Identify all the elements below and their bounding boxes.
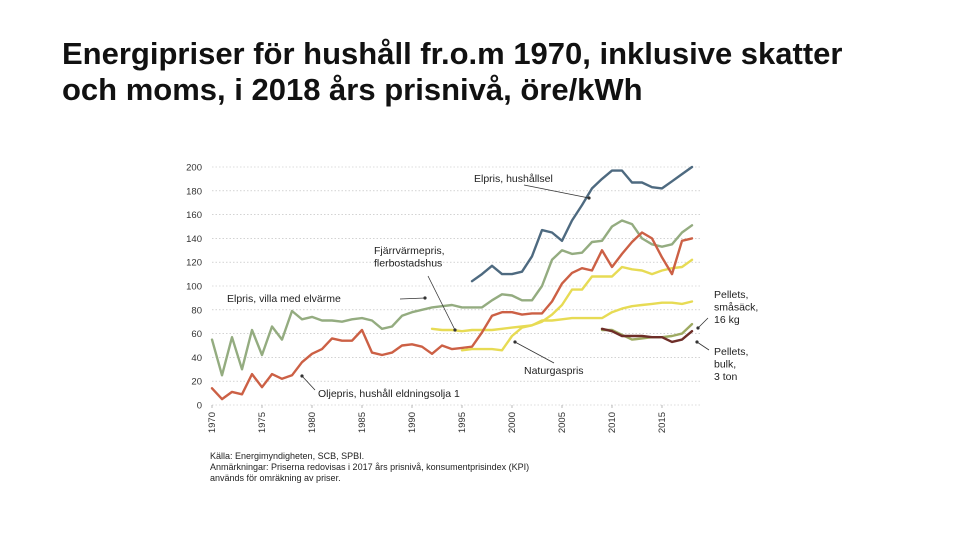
y-tick-label: 120 <box>186 258 202 269</box>
annotation-text: flerbostadshus <box>374 258 442 270</box>
annotation-leader-line <box>427 275 456 331</box>
annotation-leader-dot <box>423 296 427 300</box>
x-tick-label: 1975 <box>257 412 268 433</box>
x-tick-label: 2005 <box>557 412 568 433</box>
y-tick-label: 140 <box>186 234 202 245</box>
annotation-text: 16 kg <box>714 314 740 326</box>
annotation-leader-dot <box>453 328 457 332</box>
remarks-line-1: Anmärkningar: Priserna redovisas i 2017 … <box>210 462 530 472</box>
y-tick-label: 100 <box>186 282 202 293</box>
y-tick-label: 200 <box>186 163 202 174</box>
annotation-leader-line <box>399 297 426 300</box>
y-tick-label: 0 <box>197 401 202 412</box>
y-tick-label: 60 <box>191 329 202 340</box>
annotation-text: Pellets, <box>714 289 748 301</box>
series-line-0 <box>470 165 694 283</box>
annotation-2: Elpris, villa med elvärme <box>227 293 427 305</box>
grid-layer <box>212 166 702 406</box>
y-axis-ticks: 0 20 40 60 80 100 120 140 160 180 200 <box>186 163 202 412</box>
annotation-text: bulk, <box>714 359 736 371</box>
x-tick-label: 2010 <box>607 412 618 433</box>
annotation-leader-line <box>697 317 709 329</box>
title-line-1: Energipriser för hushåll fr.o.m 1970, in… <box>62 36 843 71</box>
annotation-text: Fjärrvärmepris, <box>374 245 445 257</box>
annotation-1: Fjärrvärmepris,flerbostadshus <box>374 245 457 332</box>
x-tick-label: 1970 <box>207 412 218 433</box>
annotation-4: Oljepris, hushåll eldningsolja 1 <box>300 374 460 400</box>
annotation-leader-line <box>523 184 590 199</box>
annotation-leader-dot <box>513 340 517 344</box>
y-tick-label: 180 <box>186 186 202 197</box>
y-tick-label: 20 <box>191 377 202 388</box>
annotation-leader-dot <box>696 326 700 330</box>
x-tick-label: 1990 <box>407 412 418 433</box>
x-tick-label: 1995 <box>457 412 468 433</box>
series-layer <box>210 165 694 401</box>
series-line-4 <box>460 300 694 352</box>
annotation-leader-dot <box>300 374 304 378</box>
annotation-text: Oljepris, hushåll eldningsolja 1 <box>318 388 460 400</box>
annotation-leader-line <box>696 341 710 351</box>
x-tick-label: 2000 <box>507 412 518 433</box>
remarks-line-2: används för omräkning av priser. <box>210 473 341 483</box>
annotation-6: Pellets,bulk,3 ton <box>695 340 748 383</box>
annotation-3: Naturgaspris <box>513 340 584 377</box>
slide-title: Energipriser för hushåll fr.o.m 1970, in… <box>62 36 942 108</box>
x-tick-label: 1980 <box>307 412 318 433</box>
annotation-leader-dot <box>587 196 591 200</box>
series-line-6 <box>600 327 694 344</box>
title-line-2: och moms, i 2018 års prisnivå, öre/kWh <box>62 72 643 107</box>
y-tick-label: 80 <box>191 305 202 316</box>
annotation-text: Elpris, villa med elvärme <box>227 293 341 305</box>
series-line-3 <box>210 231 694 401</box>
x-tick-label: 2015 <box>657 412 668 433</box>
energy-price-chart: 0 20 40 60 80 100 120 140 160 180 200 1970 1975 1980… <box>186 163 758 434</box>
annotation-leader-dot <box>695 340 699 344</box>
annotation-layer: Elpris, hushållsel Fjärrvärmepris,flerbos… <box>227 173 758 400</box>
source-note: Källa: Energimyndigheten, SCB, SPBI. <box>210 451 365 461</box>
series-line-2 <box>430 258 694 333</box>
annotation-0: Elpris, hushållsel <box>474 173 591 200</box>
annotation-leader-line <box>301 375 316 391</box>
y-tick-label: 160 <box>186 210 202 221</box>
annotation-text: Pellets, <box>714 346 748 358</box>
annotation-5: Pellets,småsäck,16 kg <box>696 289 758 330</box>
series-line-1 <box>210 219 694 377</box>
annotation-text: Naturgaspris <box>524 365 584 377</box>
annotation-text: 3 ton <box>714 371 738 383</box>
chart-container: 0 20 40 60 80 100 120 140 160 180 200 1970 1975 1980… <box>170 150 790 500</box>
x-tick-label: 1985 <box>357 412 368 433</box>
annotation-text: småsäck, <box>714 302 758 314</box>
y-tick-label: 40 <box>191 353 202 364</box>
annotation-leader-line <box>514 341 555 364</box>
x-axis-ticks: 1970 1975 1980 1985 1990 1995 2000 2005 2010 2015 <box>207 405 668 433</box>
annotation-text: Elpris, hushållsel <box>474 173 553 185</box>
